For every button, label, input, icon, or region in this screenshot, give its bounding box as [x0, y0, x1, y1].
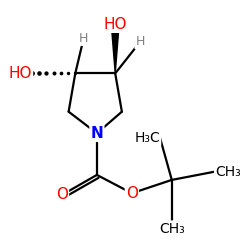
Text: HO: HO	[8, 66, 32, 81]
Text: CH₃: CH₃	[159, 222, 185, 235]
Text: H: H	[79, 32, 88, 45]
Polygon shape	[112, 32, 118, 74]
Text: O: O	[56, 188, 68, 202]
Text: O: O	[126, 186, 138, 201]
Text: CH₃: CH₃	[215, 164, 241, 178]
Text: H₃C: H₃C	[134, 131, 160, 145]
Text: N: N	[90, 126, 103, 141]
Text: H: H	[136, 35, 145, 48]
Text: HO: HO	[104, 17, 127, 32]
